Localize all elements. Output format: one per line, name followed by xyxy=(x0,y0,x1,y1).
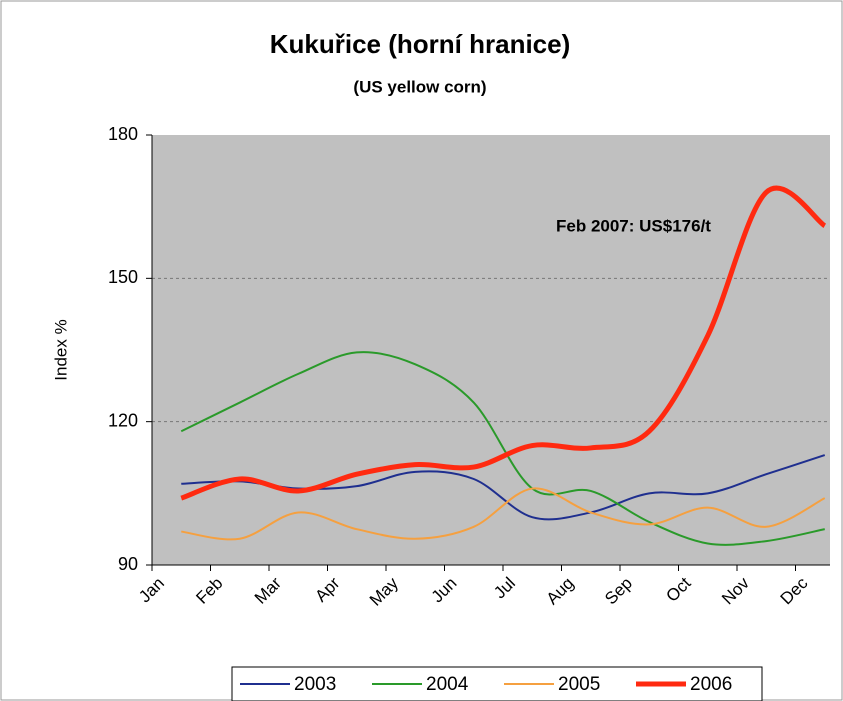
y-tick-label: 180 xyxy=(108,124,138,144)
y-tick-label: 120 xyxy=(108,410,138,430)
line-series xyxy=(180,185,827,501)
y-tick-label: 90 xyxy=(118,554,138,574)
y-axis-label: Index % xyxy=(51,319,70,380)
legend-label: 2004 xyxy=(426,674,469,695)
annotation: Feb 2007: US$176/t xyxy=(556,216,711,235)
legend-label: 2006 xyxy=(690,674,732,695)
y-tick-label: 150 xyxy=(108,267,138,287)
chart-subtitle: (US yellow corn) xyxy=(353,77,486,96)
line-series xyxy=(181,454,826,521)
legend-label: 2005 xyxy=(558,674,600,695)
chart-title: Kukuřice (horní hranice) xyxy=(270,29,571,59)
line-series xyxy=(181,487,826,541)
line-series xyxy=(180,351,825,546)
legend-label: 2003 xyxy=(294,674,336,695)
plot-area xyxy=(152,135,830,565)
